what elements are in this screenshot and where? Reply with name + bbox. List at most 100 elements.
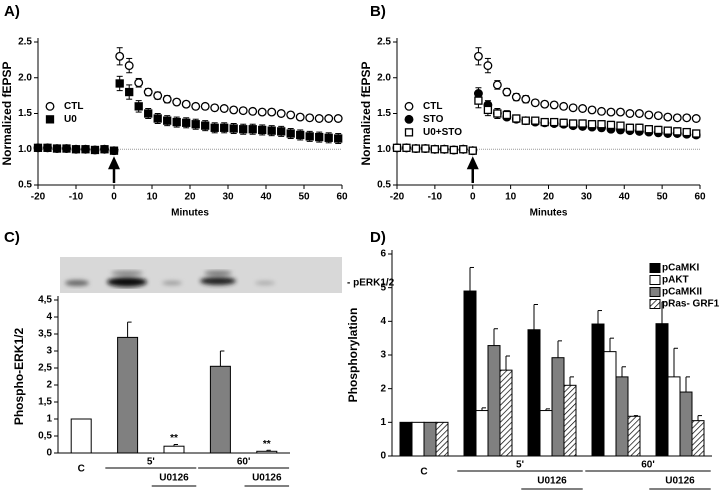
y-axis-label: Phosphorylation: [346, 308, 360, 403]
data-point: [81, 145, 90, 154]
data-point: [663, 126, 672, 135]
x-tick-label: 10: [146, 192, 158, 203]
data-point: [238, 106, 248, 116]
blot-bands: [65, 271, 275, 287]
bar: [655, 323, 669, 457]
bar: [487, 345, 501, 457]
data-point: [201, 121, 210, 130]
bar: [603, 351, 617, 457]
legend-swatch: [649, 287, 661, 297]
x-tick-label: C: [420, 467, 427, 478]
data-point: [248, 106, 258, 116]
arrow-head: [466, 156, 479, 170]
x-tick-label: 40: [260, 192, 272, 203]
data-point: [296, 130, 305, 140]
data-point: [531, 116, 540, 125]
group-label: 60': [237, 457, 251, 468]
data-point: [286, 129, 295, 138]
group-label: 5': [516, 460, 524, 471]
x-tick-label: 0: [111, 192, 117, 203]
x-tick-label: -20: [390, 192, 405, 203]
x-tick-label: -10: [69, 192, 84, 203]
data-point: [172, 117, 181, 127]
data-point: [115, 51, 125, 61]
y-tick-label: 2: [380, 383, 386, 394]
significance-label: **: [170, 433, 178, 444]
data-point: [492, 80, 502, 90]
data-point: [654, 125, 663, 135]
data-point: [468, 146, 477, 155]
data-point: [134, 78, 144, 88]
data-point: [191, 120, 200, 129]
y-tick-label: 0: [380, 451, 386, 462]
data-point: [43, 143, 52, 152]
data-point: [125, 87, 134, 97]
data-point: [219, 104, 229, 113]
data-point: [644, 110, 654, 120]
data-point: [305, 113, 315, 123]
data-point: [449, 145, 458, 155]
data-point: [587, 105, 597, 115]
data-point: [540, 99, 550, 109]
y-axis-label: Normalized fEPSP: [359, 61, 373, 165]
bar: [551, 357, 565, 457]
data-point: [276, 109, 286, 118]
data-point: [673, 127, 682, 136]
x-tick-label: 30: [581, 192, 593, 203]
data-point: [578, 119, 587, 128]
legend-label: STO: [423, 114, 444, 125]
treatment-label: U0126: [665, 476, 695, 487]
data-point: [315, 132, 324, 142]
data-point: [634, 109, 644, 118]
data-point: [109, 146, 119, 155]
y-tick-label: 5: [380, 282, 386, 293]
data-point: [578, 104, 588, 113]
bar: [423, 421, 437, 457]
data-point: [493, 109, 502, 118]
y-tick-label: 0: [46, 448, 52, 459]
x-tick-label: 60: [694, 192, 706, 203]
group-label: 60': [641, 460, 655, 471]
data-point: [257, 107, 267, 117]
x-tick-label: 0: [470, 192, 476, 203]
x-tick-label: 40: [619, 192, 631, 203]
legend-swatch: [649, 275, 661, 285]
x-axis-label: Minutes: [530, 208, 568, 219]
data-point: [440, 145, 449, 154]
y-tick-label: 4: [46, 312, 52, 323]
blot-label: - pERK1/2: [347, 278, 395, 289]
y-tick-label: 2,5: [38, 363, 52, 374]
y-tick-label: 2.0: [377, 72, 391, 83]
y-tick-label: 6: [380, 249, 386, 260]
y-tick-label: 1: [46, 414, 52, 425]
data-point: [100, 145, 109, 154]
y-tick-label: 2.0: [18, 72, 32, 83]
data-point: [305, 132, 314, 141]
data-point: [90, 145, 100, 155]
y-tick-label: 3,5: [38, 329, 52, 340]
data-point: [143, 87, 153, 97]
x-tick-label: 50: [298, 192, 310, 203]
legend-label: pCaMKI: [662, 263, 699, 274]
data-point: [682, 113, 692, 123]
bar: [399, 421, 413, 457]
data-point: [62, 144, 71, 153]
y-tick-label: 1,5: [38, 397, 52, 408]
data-point: [286, 110, 296, 120]
treatment-label: U0126: [159, 473, 189, 484]
treatment-label: U0126: [537, 476, 567, 487]
panel-title: C): [4, 229, 20, 246]
data-point: [421, 144, 430, 153]
data-point: [153, 91, 163, 101]
data-point: [295, 112, 305, 122]
data-point: [692, 129, 701, 138]
bar: [463, 290, 477, 457]
legend-marker: [404, 101, 414, 111]
data-point: [229, 124, 238, 133]
bar: [70, 418, 92, 454]
data-point: [521, 116, 530, 125]
data-point: [483, 105, 493, 115]
data-point: [540, 117, 549, 127]
data-point: [33, 143, 43, 152]
data-point: [144, 109, 153, 118]
